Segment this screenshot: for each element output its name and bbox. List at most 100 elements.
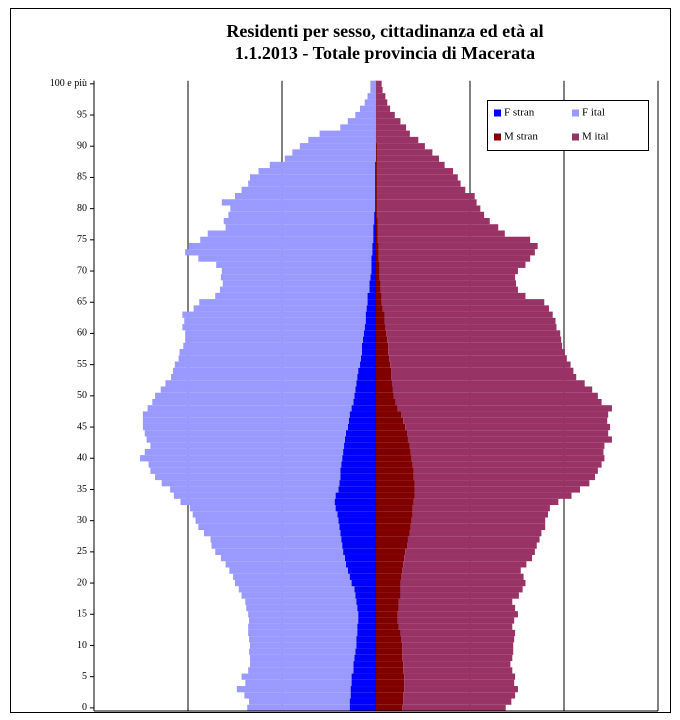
bar: [376, 211, 485, 218]
bar: [185, 330, 364, 337]
bar: [376, 168, 454, 175]
bar: [344, 442, 376, 449]
bar: [198, 523, 340, 531]
bar: [376, 155, 377, 162]
bar: [292, 149, 376, 156]
bar: [407, 430, 609, 437]
bar: [376, 224, 378, 231]
bar: [357, 623, 376, 630]
bar: [414, 486, 580, 493]
bar: [370, 274, 376, 281]
bar: [343, 448, 376, 456]
bar: [353, 667, 376, 674]
bar: [376, 105, 391, 112]
bar: [376, 642, 403, 649]
bar: [372, 249, 376, 256]
y-tick-label: 0: [82, 702, 87, 713]
legend-label: M stran: [504, 131, 538, 143]
bar: [376, 686, 405, 693]
bar: [391, 380, 585, 387]
bar: [376, 442, 410, 449]
y-tick-label: 25: [77, 546, 87, 557]
bar: [344, 554, 376, 562]
y-tick-label: 45: [77, 421, 87, 432]
bar: [299, 143, 376, 150]
bar: [402, 704, 506, 711]
bar: [375, 161, 376, 169]
bar: [412, 505, 550, 512]
bar: [225, 224, 374, 231]
bar: [210, 536, 342, 543]
bar: [392, 386, 593, 393]
bar: [248, 611, 359, 618]
bar: [339, 523, 376, 531]
bar: [398, 604, 516, 612]
bar: [376, 124, 407, 131]
bar: [376, 423, 406, 431]
bar: [374, 217, 376, 225]
bar: [376, 180, 377, 187]
bar: [250, 661, 354, 668]
bar: [372, 242, 376, 250]
bar: [355, 648, 376, 655]
bar: [222, 280, 370, 287]
bar: [376, 186, 377, 194]
bar: [405, 548, 535, 555]
bar: [413, 473, 596, 481]
bar: [376, 161, 377, 169]
bar: [354, 586, 376, 593]
bar: [377, 236, 531, 243]
bar: [376, 255, 379, 262]
bar: [376, 205, 377, 212]
bar: [345, 430, 376, 437]
bar: [376, 80, 382, 87]
bar: [375, 186, 376, 194]
bar: [250, 654, 355, 662]
bar: [247, 704, 350, 711]
bar: [384, 317, 556, 325]
bar: [200, 236, 374, 243]
bar: [351, 673, 376, 680]
bar: [230, 205, 376, 212]
bar: [376, 161, 445, 169]
bar: [360, 355, 376, 362]
bar: [376, 629, 401, 637]
bar: [402, 654, 513, 662]
bar: [371, 267, 376, 275]
bar: [403, 417, 608, 424]
bar: [180, 498, 335, 506]
bar: [147, 405, 352, 412]
bar: [165, 380, 357, 387]
bar: [376, 193, 377, 200]
legend-swatch: [494, 109, 501, 117]
bar: [400, 629, 516, 637]
bar: [376, 704, 403, 711]
bar: [413, 467, 598, 474]
bar: [339, 480, 376, 487]
bar: [376, 86, 383, 94]
bar: [376, 211, 377, 218]
y-tick-label: 100 e più: [50, 78, 87, 89]
bar: [376, 586, 401, 593]
bar: [376, 436, 408, 443]
bar: [400, 579, 526, 587]
bar: [376, 392, 394, 399]
bar: [357, 629, 376, 637]
bar: [376, 673, 405, 680]
bar: [376, 480, 415, 487]
bar: [238, 586, 355, 593]
bar: [215, 292, 368, 300]
bar: [233, 573, 350, 580]
y-tick-label: 20: [77, 577, 87, 588]
bar: [403, 698, 512, 705]
bar: [356, 598, 376, 605]
bar: [378, 249, 535, 256]
bar: [376, 143, 425, 150]
bar: [340, 124, 376, 131]
bar: [223, 217, 375, 225]
y-tick-label: 85: [77, 172, 87, 183]
bar: [381, 292, 526, 300]
bar: [386, 330, 561, 337]
bar: [341, 461, 376, 468]
bar: [376, 592, 401, 599]
